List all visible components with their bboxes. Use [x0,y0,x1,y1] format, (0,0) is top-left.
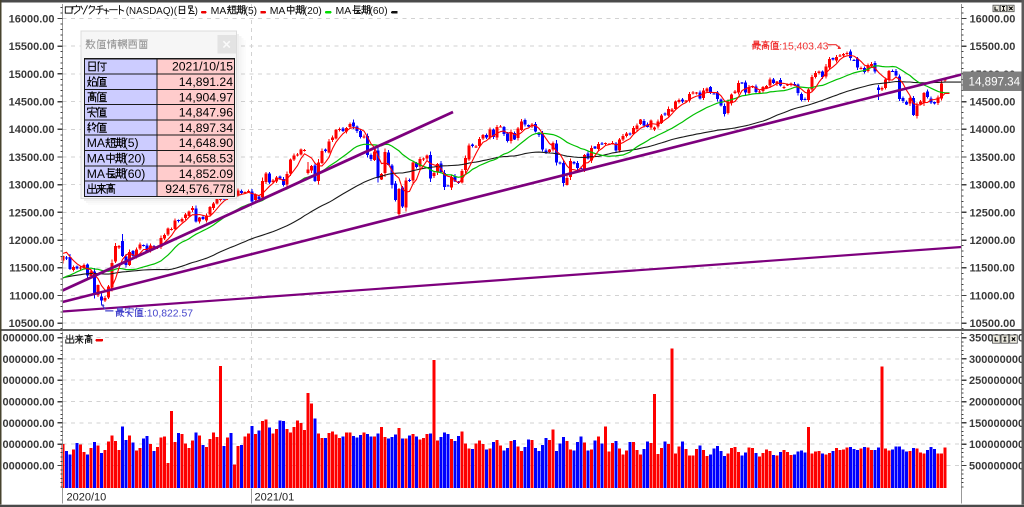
svg-text:14,648.90: 14,648.90 [179,136,233,150]
svg-text:000000.00: 000000.00 [3,460,55,472]
svg-text:16000.00: 16000.00 [9,13,55,25]
svg-text:11500.00: 11500.00 [970,263,1015,275]
svg-text:MA: MA [87,136,106,150]
svg-text:): ) [195,6,198,17]
svg-text:000000.00: 000000.00 [3,397,55,409]
svg-text:11000.00: 11000.00 [970,290,1015,302]
svg-text:14,897.34: 14,897.34 [179,121,233,135]
svg-text:15000.00: 15000.00 [9,69,55,81]
svg-text:2021/10/15: 2021/10/15 [172,60,233,74]
svg-text:16000.00: 16000.00 [970,13,1016,25]
svg-text:14,852.09: 14,852.09 [179,167,233,181]
svg-text:13500.00: 13500.00 [9,152,55,164]
svg-text::10,822.57: :10,822.57 [144,308,193,319]
svg-text:MA: MA [211,5,227,17]
svg-text:000000.00: 000000.00 [3,375,55,387]
svg-text:15500.00: 15500.00 [9,41,55,53]
svg-text:12000.00: 12000.00 [9,235,55,247]
svg-text:12500.00: 12500.00 [970,207,1016,219]
svg-text:13500.00: 13500.00 [970,152,1016,164]
svg-text:14000.00: 14000.00 [9,124,55,136]
svg-text:13000.00: 13000.00 [970,180,1016,192]
svg-text:2020/10: 2020/10 [67,492,107,504]
svg-text:14500.00: 14500.00 [9,97,55,109]
svg-text:14,891.24: 14,891.24 [179,75,233,89]
svg-text:(NASDAQ)(: (NASDAQ)( [126,6,178,17]
svg-text:924,576,778: 924,576,778 [165,182,233,196]
svg-text:000000.00: 000000.00 [3,333,55,345]
svg-text:MA: MA [270,5,286,17]
svg-text:14,904.97: 14,904.97 [179,90,233,104]
svg-text:14,847.96: 14,847.96 [179,106,233,120]
svg-text:14,658.53: 14,658.53 [179,152,233,166]
svg-text:14000.00: 14000.00 [970,124,1016,136]
svg-text:11000.00: 11000.00 [9,290,54,302]
svg-text:2021/01: 2021/01 [255,492,295,504]
svg-text:14,897.34: 14,897.34 [969,75,1021,88]
svg-text::15,403.43: :15,403.43 [779,41,828,52]
svg-text:MA: MA [336,5,352,17]
svg-text:(5): (5) [124,136,139,150]
svg-text:000000.00: 000000.00 [3,418,55,430]
svg-text:12500.00: 12500.00 [9,207,55,219]
svg-text:000000.00: 000000.00 [3,354,55,366]
svg-text:500000000: 500000000 [969,460,1024,472]
svg-text:000000.00: 000000.00 [3,439,55,451]
svg-text:14500.00: 14500.00 [970,97,1016,109]
svg-text:MA: MA [87,152,106,166]
svg-text:12000.00: 12000.00 [970,235,1016,247]
svg-text:(5): (5) [245,6,257,17]
svg-text:11500.00: 11500.00 [9,263,54,275]
svg-text:15500.00: 15500.00 [970,41,1016,53]
svg-text:(60): (60) [370,6,388,17]
svg-text:(20): (20) [304,6,322,17]
svg-text:(60): (60) [124,167,146,181]
svg-text:10500.00: 10500.00 [9,318,55,330]
svg-text:13000.00: 13000.00 [9,180,55,192]
svg-text:10500.00: 10500.00 [970,318,1016,330]
svg-text:(20): (20) [124,152,146,166]
svg-text:MA: MA [87,167,106,181]
